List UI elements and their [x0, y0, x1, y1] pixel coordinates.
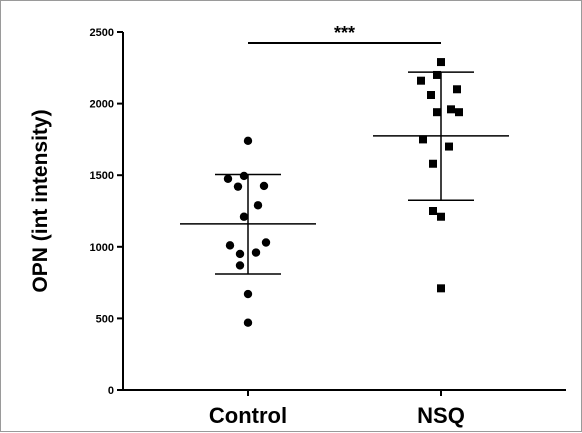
- data-point-circle: [225, 241, 235, 250]
- significance-bracket: ***: [248, 23, 441, 44]
- data-point-circle: [261, 238, 271, 247]
- data-point-circle: [233, 182, 243, 191]
- data-point-square: [437, 284, 445, 293]
- data-point-square: [437, 212, 445, 221]
- data-point-circle: [243, 136, 253, 146]
- data-point-circle: [239, 212, 249, 221]
- data-point-circle: [251, 248, 261, 257]
- data-point-circle: [235, 249, 245, 259]
- data-point-circle: [243, 318, 253, 327]
- data-point-square: [445, 142, 453, 151]
- data-point-square: [433, 70, 441, 79]
- y-axis-label: OPN (int intensity): [29, 109, 52, 292]
- y-tick-label: 1500: [90, 170, 114, 182]
- data-point-circle: [253, 201, 263, 210]
- data-point-square: [433, 108, 441, 117]
- data-point-circle: [243, 289, 253, 299]
- y-tick-label: 0: [108, 385, 114, 397]
- data-point-square: [429, 207, 437, 215]
- data-point-square: [427, 91, 435, 100]
- data-point-square: [453, 85, 461, 94]
- data-point-square: [437, 58, 445, 67]
- labels: 0 500 1000 1500 2000 2500 OPN (int intensity) C…: [29, 27, 465, 428]
- axes: [117, 31, 566, 396]
- data-point-circle: [239, 171, 249, 181]
- y-tick-label: 2000: [90, 99, 114, 111]
- significance-label: ***: [334, 23, 355, 43]
- data-point-circle: [235, 261, 245, 270]
- x-category-label: Control: [209, 403, 287, 428]
- data-points: [223, 58, 463, 327]
- data-point-square: [429, 159, 437, 168]
- data-point-square: [419, 135, 427, 144]
- data-point-circle: [259, 181, 269, 191]
- data-point-square: [417, 76, 425, 85]
- x-category-label: NSQ: [417, 403, 465, 428]
- y-tick-label: 500: [96, 313, 114, 325]
- data-point-square: [447, 105, 455, 114]
- data-point-circle: [223, 174, 233, 183]
- y-tick-label: 1000: [90, 242, 114, 254]
- data-point-square: [455, 108, 463, 117]
- y-tick-label: 2500: [90, 27, 114, 39]
